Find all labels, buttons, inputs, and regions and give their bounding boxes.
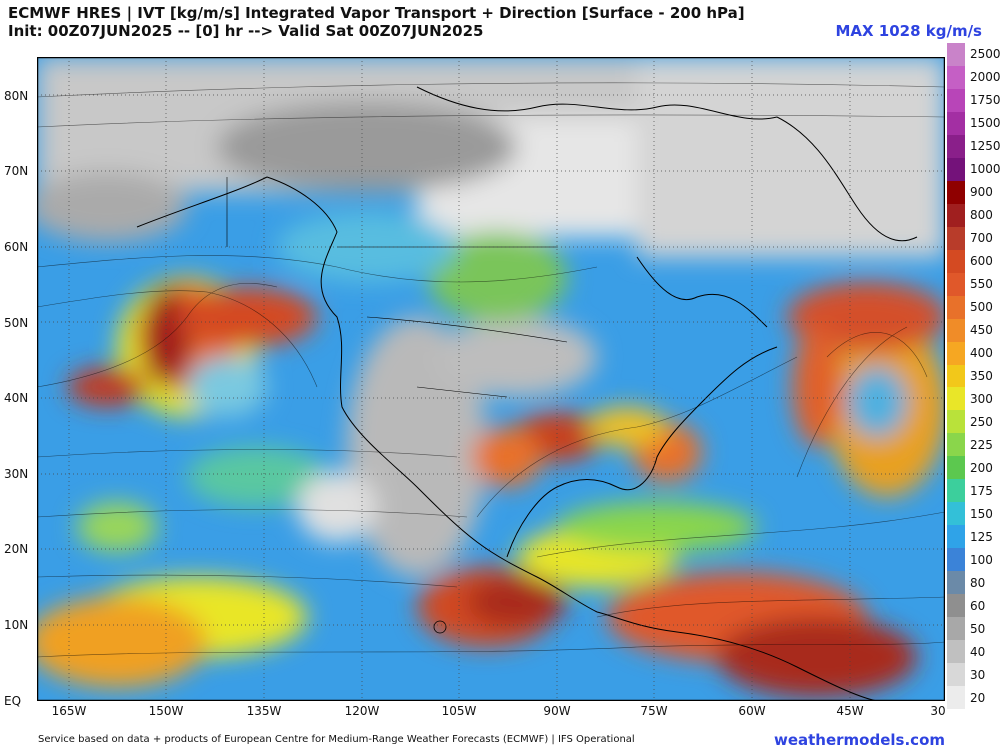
colorbar-cell xyxy=(947,525,965,549)
colorbar-label: 350 xyxy=(970,369,993,383)
colorbar-cell xyxy=(947,226,965,251)
lon-label-90w: 90W xyxy=(543,704,571,718)
colorbar-cell xyxy=(947,318,965,343)
lon-label-105w: 105W xyxy=(441,704,477,718)
colorbar-label: 60 xyxy=(970,598,986,613)
colorbar-cell xyxy=(947,180,965,205)
ivt-streamlines xyxy=(37,82,945,658)
ivt-shading xyxy=(37,57,945,697)
credit-footer: Service based on data + products of Euro… xyxy=(38,734,635,745)
colorbar-label: 500 xyxy=(970,300,993,315)
title-line-2: Init: 00Z07JUN2025 -- [0] hr --> Valid S… xyxy=(8,22,484,40)
colorbar-label: 150 xyxy=(970,506,993,521)
colorbar-cell xyxy=(947,479,965,503)
colorbar-cell xyxy=(947,640,965,664)
colorbar-label: 2500 xyxy=(970,47,1000,62)
colorbar-cell xyxy=(947,88,965,113)
colorbar-cell xyxy=(947,364,965,388)
ivt-colorbar xyxy=(947,43,965,710)
colorbar-label: 550 xyxy=(970,277,993,292)
colorbar-label: 50 xyxy=(970,621,986,636)
vortex-marker xyxy=(433,620,447,634)
lon-label-45w: 45W xyxy=(836,704,864,718)
colorbar-label: 1500 xyxy=(970,116,1000,131)
lat-label-30n: 30N xyxy=(4,467,29,481)
colorbar-label: 125 xyxy=(970,529,993,544)
colorbar-cell xyxy=(947,410,965,434)
lon-label-165w: 165W xyxy=(51,704,87,718)
colorbar-label: 450 xyxy=(970,323,993,338)
colorbar-label: 2000 xyxy=(970,70,1000,85)
map-frame xyxy=(37,57,945,701)
coastlines xyxy=(136,86,918,701)
lat-label-40n: 40N xyxy=(4,391,29,405)
lon-label-120w: 120W xyxy=(344,704,380,718)
graticule xyxy=(37,57,945,701)
colorbar-cell xyxy=(947,134,965,159)
lon-label-30: 30 xyxy=(930,704,946,718)
colorbar-cell xyxy=(947,548,965,572)
colorbar-label: 225 xyxy=(970,437,993,452)
colorbar-label: 20 xyxy=(970,690,986,705)
lat-label-70n: 70N xyxy=(4,164,29,178)
colorbar-label: 250 xyxy=(970,414,993,429)
lon-label-135w: 135W xyxy=(246,704,282,718)
colorbar-label: 1750 xyxy=(970,93,1000,108)
colorbar-cell xyxy=(947,594,965,618)
colorbar-cell xyxy=(947,456,965,480)
colorbar-cell xyxy=(947,157,965,182)
brand-link[interactable]: weathermodels.com xyxy=(773,731,945,749)
colorbar-cell xyxy=(947,341,965,365)
lon-label-150w: 150W xyxy=(148,704,184,718)
colorbar-cell xyxy=(947,686,965,710)
colorbar-label: 1000 xyxy=(970,162,1000,177)
colorbar-label: 900 xyxy=(970,185,993,200)
colorbar-cell xyxy=(947,663,965,687)
colorbar-cell xyxy=(947,43,965,67)
lon-label-75w: 75W xyxy=(640,704,668,718)
colorbar-label: 300 xyxy=(970,391,993,406)
colorbar-label: 200 xyxy=(970,460,993,475)
map-title: ECMWF HRES | IVT [kg/m/s] Integrated Vap… xyxy=(8,4,745,40)
colorbar-cell xyxy=(947,571,965,595)
colorbar-cell xyxy=(947,203,965,228)
colorbar-label: 175 xyxy=(970,483,993,498)
ivt-map xyxy=(37,57,945,701)
colorbar-cell xyxy=(947,65,965,90)
colorbar-cell xyxy=(947,295,965,320)
lat-label-60n: 60N xyxy=(4,240,29,254)
colorbar-cell xyxy=(947,111,965,136)
lat-label-50n: 50N xyxy=(4,316,29,330)
colorbar-cell xyxy=(947,272,965,297)
lat-label-20n: 20N xyxy=(4,542,29,556)
lat-label-eq: EQ xyxy=(4,694,22,708)
colorbar-label: 30 xyxy=(970,667,986,682)
colorbar-cell xyxy=(947,617,965,641)
colorbar-label: 400 xyxy=(970,346,993,361)
title-line-1: ECMWF HRES | IVT [kg/m/s] Integrated Vap… xyxy=(8,4,745,22)
colorbar-cell xyxy=(947,249,965,274)
colorbar-cell xyxy=(947,387,965,411)
colorbar-label: 40 xyxy=(970,644,986,659)
colorbar-label: 600 xyxy=(970,254,993,269)
lat-label-10n: 10N xyxy=(4,618,29,632)
lat-label-80n: 80N xyxy=(4,89,29,103)
colorbar-label: 80 xyxy=(970,575,986,590)
max-value-label: MAX 1028 kg/m/s xyxy=(835,22,982,40)
colorbar-label: 1250 xyxy=(970,139,1000,154)
colorbar-label: 100 xyxy=(970,552,993,567)
colorbar-label: 800 xyxy=(970,208,993,223)
colorbar-cell xyxy=(947,433,965,457)
colorbar-label: 700 xyxy=(970,231,993,246)
lon-label-60w: 60W xyxy=(738,704,766,718)
colorbar-cell xyxy=(947,502,965,526)
